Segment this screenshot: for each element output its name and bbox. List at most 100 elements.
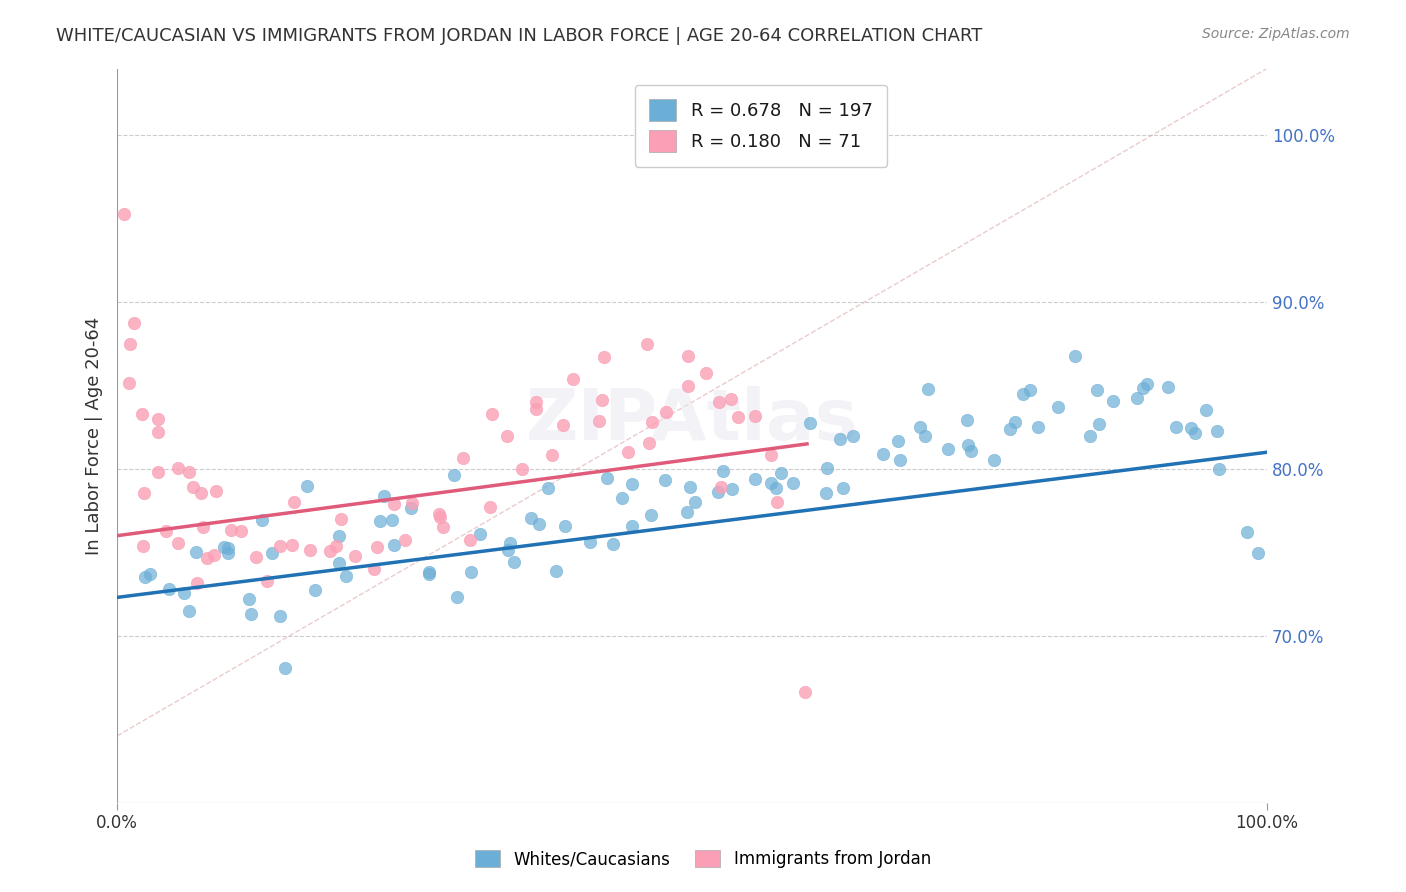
Point — [212, 540, 235, 554]
Point — [887, 434, 910, 449]
Point — [186, 576, 208, 591]
Point — [917, 382, 939, 396]
Point — [621, 519, 644, 533]
Point — [1126, 392, 1149, 406]
Point — [641, 415, 664, 429]
Point — [766, 495, 789, 509]
Point — [828, 432, 851, 446]
Point — [814, 485, 837, 500]
Text: ZIPAtlas: ZIPAtlas — [526, 386, 858, 456]
Point — [1208, 462, 1230, 476]
Point — [1132, 381, 1154, 395]
Point — [1180, 421, 1202, 435]
Point — [655, 405, 678, 419]
Point — [112, 207, 135, 221]
Point — [1195, 403, 1218, 417]
Point — [427, 507, 450, 521]
Point — [711, 464, 734, 478]
Point — [520, 511, 543, 525]
Point — [328, 556, 350, 570]
Point — [146, 465, 169, 479]
Point — [541, 448, 564, 462]
Point — [707, 484, 730, 499]
Legend: R = 0.678   N = 197, R = 0.180   N = 71: R = 0.678 N = 197, R = 0.180 N = 71 — [636, 85, 887, 167]
Point — [319, 544, 342, 558]
Point — [1026, 420, 1049, 434]
Point — [889, 453, 911, 467]
Point — [269, 539, 291, 553]
Point — [363, 562, 385, 576]
Point — [131, 407, 153, 421]
Point — [132, 539, 155, 553]
Point — [1011, 387, 1033, 401]
Point — [155, 524, 177, 538]
Point — [205, 483, 228, 498]
Point — [620, 477, 643, 491]
Point — [908, 420, 931, 434]
Point — [382, 538, 405, 552]
Point — [429, 509, 451, 524]
Point — [831, 482, 853, 496]
Point — [602, 536, 624, 550]
Point — [499, 535, 522, 549]
Point — [297, 479, 319, 493]
Point — [759, 448, 782, 462]
Point — [328, 529, 350, 543]
Point — [727, 410, 749, 425]
Point — [679, 480, 702, 494]
Point — [146, 411, 169, 425]
Point — [527, 516, 550, 531]
Point — [817, 460, 839, 475]
Point — [202, 549, 225, 563]
Point — [179, 466, 201, 480]
Point — [146, 425, 169, 439]
Point — [373, 489, 395, 503]
Point — [1164, 420, 1187, 434]
Point — [502, 556, 524, 570]
Point — [460, 565, 482, 579]
Point — [770, 466, 793, 480]
Point — [959, 443, 981, 458]
Point — [132, 486, 155, 500]
Point — [654, 474, 676, 488]
Point — [245, 549, 267, 564]
Point — [551, 418, 574, 433]
Point — [260, 546, 283, 560]
Point — [366, 540, 388, 554]
Point — [382, 497, 405, 511]
Point — [304, 582, 326, 597]
Point — [380, 514, 402, 528]
Point — [496, 543, 519, 558]
Point — [591, 393, 613, 408]
Point — [1247, 546, 1270, 560]
Point — [239, 607, 262, 621]
Point — [782, 476, 804, 491]
Point — [1004, 415, 1026, 429]
Point — [695, 366, 717, 380]
Point — [173, 585, 195, 599]
Point — [683, 495, 706, 509]
Point — [1101, 393, 1123, 408]
Point — [269, 608, 291, 623]
Point — [496, 428, 519, 442]
Point — [759, 475, 782, 490]
Point — [468, 526, 491, 541]
Point — [544, 564, 567, 578]
Point — [588, 415, 610, 429]
Point — [799, 416, 821, 430]
Point — [335, 568, 357, 582]
Point — [446, 591, 468, 605]
Point — [720, 392, 742, 406]
Point — [166, 536, 188, 550]
Point — [394, 533, 416, 548]
Point — [177, 604, 200, 618]
Point — [636, 336, 658, 351]
Point — [676, 379, 699, 393]
Point — [479, 500, 502, 514]
Point — [872, 447, 894, 461]
Point — [252, 513, 274, 527]
Point — [596, 470, 619, 484]
Point — [936, 442, 959, 456]
Point — [329, 512, 352, 526]
Point — [1157, 380, 1180, 394]
